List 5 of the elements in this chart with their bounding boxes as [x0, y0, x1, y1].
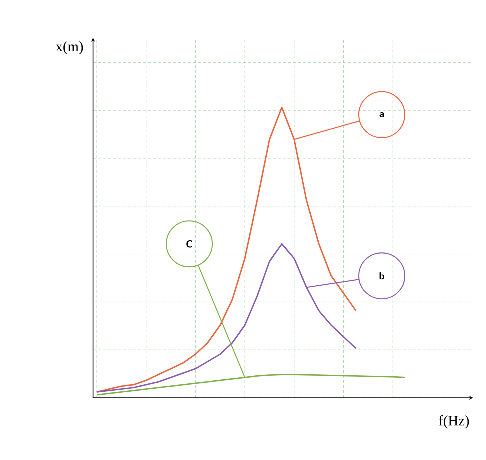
legend-label: b — [380, 272, 384, 280]
legend-label: C — [186, 240, 192, 248]
y-axis-title: x(m) — [56, 42, 84, 55]
legend-label: a — [380, 112, 384, 118]
x-axis-title: f(Hz) — [439, 416, 470, 429]
